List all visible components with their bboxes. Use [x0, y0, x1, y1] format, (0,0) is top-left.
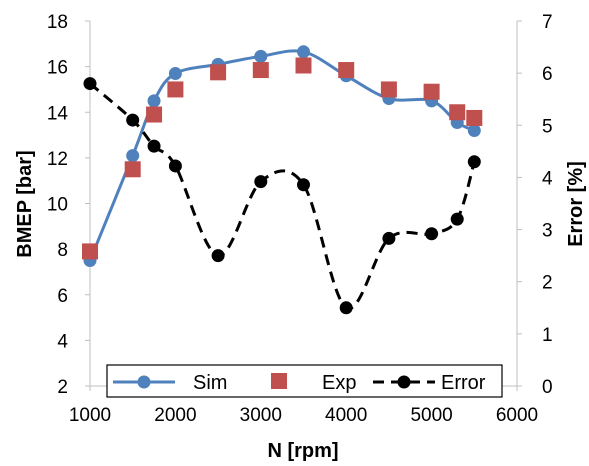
y2-tick-label: 6: [542, 64, 553, 85]
error-point: [254, 175, 268, 189]
error-point: [339, 301, 353, 315]
y-axis-title: BMEP [bar]: [14, 150, 36, 257]
y2-tick-label: 4: [542, 168, 553, 189]
sim-point: [297, 45, 310, 59]
legend-error-label: Error: [441, 372, 486, 394]
exp-point: [380, 81, 397, 98]
x-tick-label: 6000: [496, 405, 538, 426]
y2-axis-title: Error [%]: [565, 161, 587, 247]
error-point: [126, 113, 140, 127]
error-point: [211, 249, 225, 263]
exp-point: [449, 104, 466, 121]
exp-point: [210, 64, 227, 81]
plot-area: [82, 45, 483, 315]
legend-sim-label: Sim: [193, 372, 227, 394]
sim-point: [168, 66, 182, 80]
sim-series-line: [88, 49, 475, 262]
y2-tick-label: 2: [542, 273, 553, 294]
y2-tick-label: 3: [542, 221, 553, 242]
x-axis-title: N [rpm]: [267, 440, 338, 462]
x-tick-label: 2000: [154, 405, 196, 426]
y2-tick-label: 1: [542, 325, 553, 346]
y-tick-label: 10: [47, 195, 68, 216]
exp-point: [423, 83, 440, 100]
y-tick-label: 16: [47, 58, 68, 79]
error-point: [425, 227, 439, 241]
sim-point: [467, 124, 481, 137]
exp-point: [338, 62, 355, 79]
sim-point: [147, 94, 161, 108]
y-tick-label: 6: [57, 286, 68, 307]
exp-point: [124, 161, 141, 178]
error-point: [297, 178, 310, 192]
legend-error-marker: [397, 375, 411, 389]
x-tick-label: 4000: [325, 405, 367, 426]
axes: 1000 2000 3000 4000 5000 60002468101214161801…: [47, 12, 553, 426]
legend-sim-marker: [137, 375, 151, 389]
error-point: [450, 212, 464, 226]
y-tick-label: 8: [57, 240, 68, 261]
error-point: [467, 155, 481, 169]
y2-tick-label: 0: [542, 377, 553, 398]
y2-tick-label: 5: [542, 116, 553, 137]
y2-tick-label: 7: [542, 12, 553, 33]
x-tick-label: 5000: [410, 405, 452, 426]
exp-point: [146, 106, 163, 123]
y-tick-label: 2: [57, 377, 68, 398]
x-tick-label: 1000: [69, 405, 111, 426]
exp-point: [82, 243, 98, 260]
sim-point: [254, 49, 268, 63]
exp-point: [466, 109, 483, 126]
exp-point: [252, 62, 269, 79]
legend-exp-marker: [271, 373, 287, 389]
sim-point: [126, 149, 140, 163]
error-point: [83, 77, 97, 91]
exp-point: [295, 57, 312, 74]
legend-exp-label: Exp: [322, 372, 356, 394]
exp-point: [167, 81, 184, 98]
y-tick-label: 18: [47, 12, 68, 33]
error-point: [382, 231, 396, 245]
y-tick-label: 4: [57, 331, 68, 352]
error-point: [168, 159, 182, 173]
y-tick-label: 14: [47, 103, 69, 124]
legend: Sim Exp Error: [106, 364, 503, 398]
y-tick-label: 12: [47, 149, 68, 170]
error-point: [147, 139, 161, 153]
x-tick-label: 3000: [240, 405, 282, 426]
